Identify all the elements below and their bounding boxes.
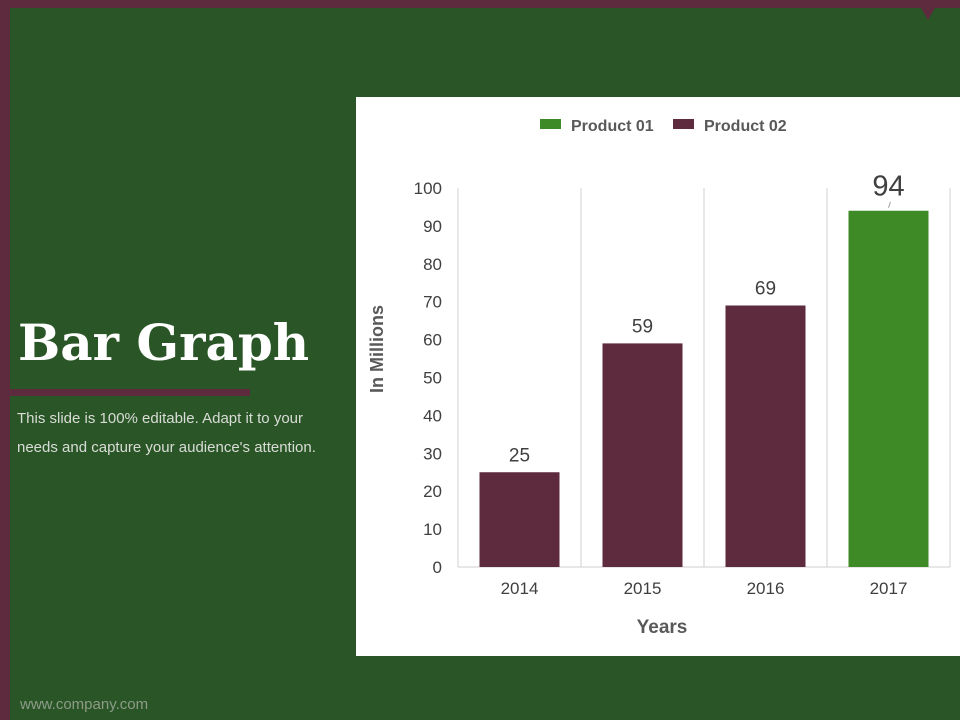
bar-2016 (725, 305, 806, 567)
data-label: 25 (509, 445, 530, 466)
x-tick-label: 2015 (624, 579, 662, 598)
x-tick-label: 2016 (747, 579, 785, 598)
bar-2014 (479, 472, 560, 567)
x-tick-label: 2017 (870, 579, 908, 598)
title-underline (10, 389, 250, 396)
frame-left-border (0, 0, 10, 720)
y-tick-label: 70 (423, 293, 442, 312)
y-tick-label: 100 (414, 179, 442, 198)
y-tick-label: 60 (423, 331, 442, 350)
y-tick-label: 30 (423, 444, 442, 463)
y-tick-label: 80 (423, 255, 442, 274)
y-tick-label: 50 (423, 369, 442, 388)
data-label: 69 (755, 278, 776, 299)
y-tick-label: 90 (423, 217, 442, 236)
footer-url: www.company.com (20, 696, 149, 713)
legend-label: Product 02 (704, 118, 787, 135)
x-axis-title: Years (637, 617, 688, 638)
y-tick-label: 0 (433, 558, 442, 577)
bar-2015 (602, 343, 683, 567)
y-tick-label: 10 (423, 520, 442, 539)
slide-title: Bar Graph (18, 313, 310, 372)
x-tick-label: 2014 (501, 579, 539, 598)
y-axis-title: In Millions (367, 305, 387, 393)
legend-swatch (673, 119, 694, 129)
slide-description: This slide is 100% editable. Adapt it to… (17, 410, 316, 456)
chart-panel: 0 10 20 30 40 50 60 70 80 90 100 25 2014 59 2015 69 2016… (356, 97, 960, 656)
y-tick-label: 40 (423, 406, 442, 425)
data-label: 94 (872, 171, 904, 203)
data-label-leader (888, 201, 891, 208)
y-tick-label: 20 (423, 482, 442, 501)
bar-2017 (848, 210, 929, 567)
legend-swatch (540, 119, 561, 129)
frame-top-border (0, 0, 960, 8)
data-label: 59 (632, 316, 653, 337)
bar-chart: 0 10 20 30 40 50 60 70 80 90 100 25 2014 59 2015 69 2016… (367, 118, 951, 638)
legend-label: Product 01 (571, 118, 654, 135)
frame-notch (920, 6, 936, 20)
